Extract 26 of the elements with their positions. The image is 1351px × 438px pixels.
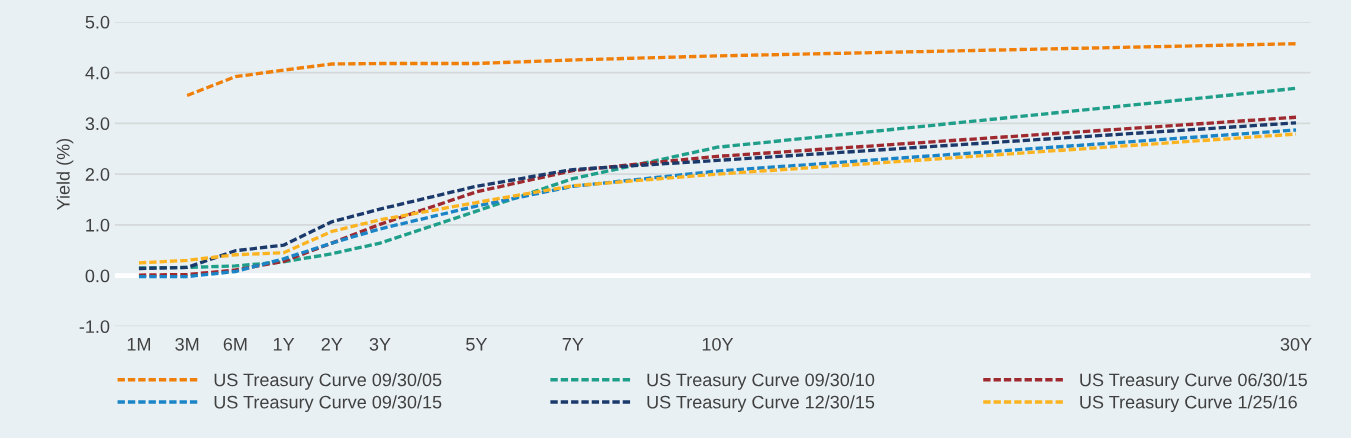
- legend-label: US Treasury Curve 1/25/16: [1080, 395, 1297, 413]
- legend-label: US Treasury Curve 06/30/15: [1080, 373, 1307, 390]
- x-tick-label: 1Y: [273, 338, 295, 351]
- legend-label: US Treasury Curve 09/30/10: [647, 373, 875, 390]
- line-series: [185, 42, 1298, 98]
- legend-label: US Treasury Curve 12/30/15: [647, 395, 875, 413]
- line-series: [137, 86, 1298, 270]
- legend-label: US Treasury Curve 09/30/05: [214, 373, 442, 390]
- x-tick-label: 10Y: [702, 337, 734, 351]
- x-tick-label: 7Y: [562, 338, 584, 351]
- y-axis-title: Yield (%): [56, 138, 74, 210]
- y-tick-label: 3.0: [85, 117, 110, 131]
- y-tick-label: 5.0: [85, 15, 110, 29]
- y-tick-label: -1.0: [79, 320, 110, 334]
- legend-label: US Treasury Curve 09/30/15: [214, 395, 442, 413]
- x-tick-label: 30Y: [1280, 337, 1312, 351]
- x-tick-label: 5Y: [466, 338, 488, 351]
- x-tick-label: 6M: [223, 337, 247, 351]
- x-tick-label: 1M: [127, 338, 150, 351]
- x-tick-label: 3M: [175, 337, 199, 351]
- x-tick-label: 2Y: [321, 337, 343, 351]
- y-tick-label: 1.0: [86, 218, 110, 232]
- y-tick-label: 0.0: [85, 269, 110, 283]
- y-tick-label: 4.0: [85, 66, 110, 80]
- y-tick-label: 2.0: [85, 168, 110, 181]
- x-tick-label: 3Y: [369, 337, 391, 351]
